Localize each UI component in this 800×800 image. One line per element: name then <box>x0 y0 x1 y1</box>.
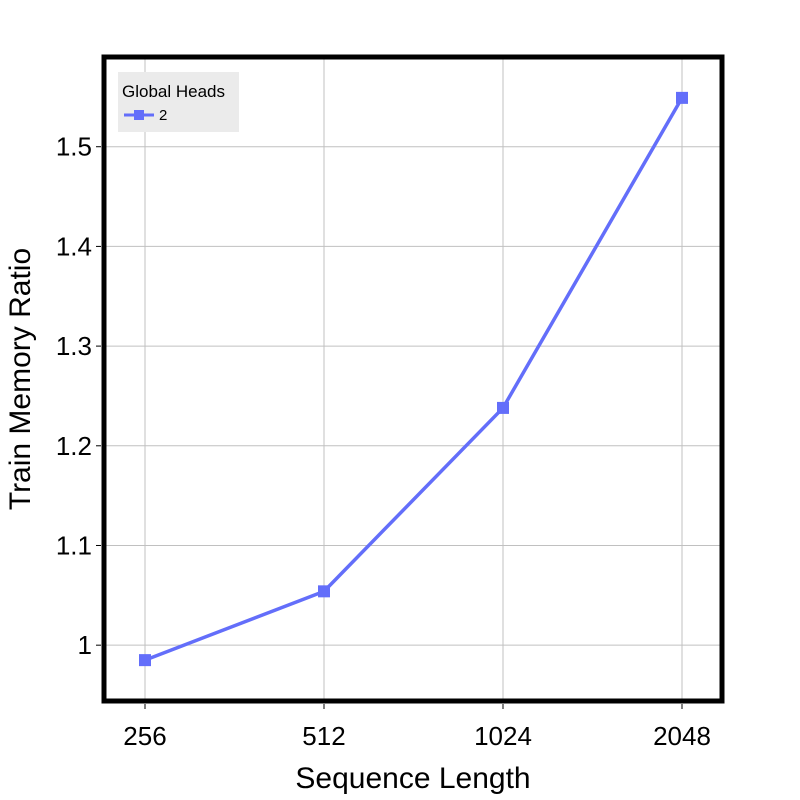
legend-entry-label: 2 <box>159 107 167 124</box>
y-tick-label: 1.4 <box>56 231 92 261</box>
series-line <box>144 96 684 662</box>
y-axis-title: Train Memory Ratio <box>4 248 37 510</box>
series-layer <box>139 91 688 667</box>
x-tick-label: 2048 <box>653 721 711 751</box>
x-axis-title: Sequence Length <box>295 762 530 795</box>
y-tick-label: 1.5 <box>56 132 92 162</box>
x-axis-ticks: 256 512 1024 2048 <box>123 704 711 751</box>
legend-marker-swatch <box>134 110 144 120</box>
data-point-marker <box>676 91 688 104</box>
data-point-marker <box>139 654 151 667</box>
legend: Global Heads 2 <box>118 72 239 132</box>
y-axis-ticks: 1 1.1 1.2 1.3 1.4 1.5 <box>56 132 101 660</box>
data-point-marker <box>318 585 330 598</box>
y-tick-label: 1 <box>78 630 92 660</box>
x-tick-label: 256 <box>123 721 166 751</box>
legend-background <box>118 72 239 132</box>
y-tick-label: 1.1 <box>56 530 92 560</box>
x-tick-label: 512 <box>302 721 345 751</box>
legend-title: Global Heads <box>122 82 225 101</box>
y-tick-label: 1.3 <box>56 331 92 361</box>
grid <box>104 57 722 701</box>
plot-frame <box>101 54 725 704</box>
y-tick-label: 1.2 <box>56 431 92 461</box>
data-point-marker <box>497 401 509 414</box>
x-tick-label: 1024 <box>474 721 532 751</box>
